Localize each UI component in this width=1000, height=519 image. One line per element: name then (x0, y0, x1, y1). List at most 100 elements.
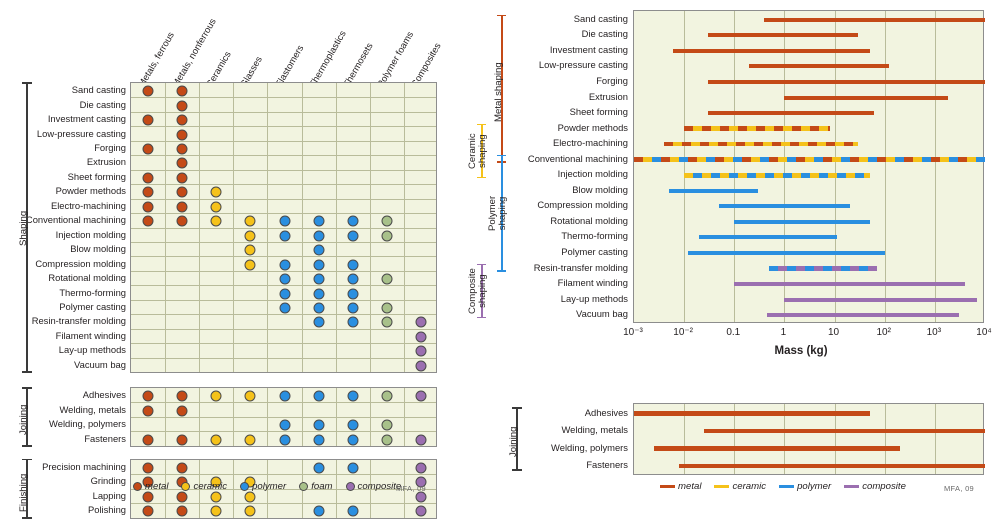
chart-bracket-label: Polymer shaping (487, 195, 508, 231)
matrix-row-label: Filament winding (55, 329, 126, 341)
matrix-row-label: Welding, metals (59, 403, 126, 415)
range-bar-metal-ceramic (664, 141, 859, 147)
grid-line-horizontal (131, 169, 436, 171)
matrix-row-label: Lapping (92, 489, 126, 501)
legend-label: ceramic (732, 481, 767, 492)
matrix-dot-ceramic (210, 215, 222, 227)
matrix-dot-polymer (313, 434, 325, 446)
bracket-cap-top (512, 407, 522, 409)
matrix-dot-polymer (347, 273, 359, 285)
bracket-cap-top (477, 263, 486, 266)
grid-line-horizontal (131, 357, 436, 359)
matrix-dot-polymer (347, 316, 359, 328)
matrix-dot-composite (415, 331, 427, 343)
bracket-stem (26, 387, 28, 447)
grid-line-horizontal (131, 227, 436, 229)
matrix-row-label: Sand casting (71, 84, 126, 96)
grid-line-horizontal (131, 126, 436, 128)
matrix-dot-metal (176, 491, 188, 503)
matrix-dot-composite (415, 434, 427, 446)
legend-label: polymer (252, 481, 287, 492)
legend-label: composite (357, 481, 402, 492)
range-bar-composite (734, 282, 966, 287)
matrix-dot-polymer (279, 273, 290, 285)
bracket-cap-top (497, 154, 506, 157)
grid-line-horizontal (131, 111, 436, 113)
range-bar-polymer (669, 188, 759, 193)
legend-swatch-metal-icon (660, 484, 675, 489)
bracket-stem (26, 458, 28, 519)
matrix-dot-metal (142, 505, 154, 517)
matrix-dot-metal (176, 201, 188, 213)
matrix-dot-metal (142, 85, 154, 97)
bracket-cap-bottom (22, 445, 32, 447)
matrix-row-label: Vacuum bag (74, 358, 126, 370)
matrix-dot-metal (142, 114, 154, 126)
grid-line-horizontal (131, 97, 436, 99)
legend-label: metal (678, 481, 702, 492)
matrix-row-label: Grinding (90, 475, 126, 487)
bracket-cap-top (22, 82, 32, 84)
grid-line-horizontal (131, 256, 436, 258)
matrix-dot-polymer (313, 215, 325, 227)
range-bar-composite (784, 297, 978, 302)
x-axis-tick-label: 10³ (926, 327, 942, 338)
chart-row-label: Filament winding (557, 277, 628, 289)
matrix-dot-ceramic (244, 259, 256, 271)
legend-item: metal (133, 481, 168, 492)
chart-row-label: Conventional machining (527, 152, 628, 164)
matrix-dot-composite (415, 345, 427, 357)
chart-row-label: Rotational molding (550, 214, 628, 226)
chart-row-label: Compression molding (537, 199, 628, 211)
matrix-dot-composite (415, 491, 427, 503)
chart-row-label: Powder methods (557, 121, 628, 133)
range-bar-polymer (734, 219, 870, 224)
legend-item: polymer (779, 481, 831, 492)
bracket-stem (516, 407, 518, 471)
matrix-dot-polymer (313, 244, 325, 256)
legend-swatch-polymer-icon (240, 482, 250, 491)
matrix-dot-polymer (279, 288, 290, 300)
matrix-dot-foam (381, 390, 393, 402)
chart-row-label: Welding, polymers (551, 441, 628, 453)
matrix-dot-metal (142, 390, 154, 402)
chart-row-label: Vacuum bag (576, 308, 628, 320)
legend-item: composite (345, 481, 402, 492)
matrix-dot-polymer (347, 215, 359, 227)
matrix-dot-foam (381, 419, 393, 431)
bracket-stem (26, 82, 28, 373)
matrix-dot-composite (415, 316, 427, 328)
legend-item: ceramic (181, 481, 227, 492)
matrix-dot-polymer (313, 390, 325, 402)
matrix-dot-ceramic (210, 390, 222, 402)
matrix-row-label: Welding, polymers (49, 418, 126, 430)
matrix-dot-metal (176, 186, 188, 198)
matrix-dot-metal (142, 143, 154, 155)
matrix-legend: metal ceramic polymer foam composite (133, 481, 410, 492)
legend-swatch-ceramic-icon (714, 484, 730, 489)
matrix-dot-metal (176, 390, 188, 402)
range-bar-ceramic-polymer (684, 173, 870, 178)
legend-label: composite (862, 481, 906, 492)
range-bar-polymer (699, 235, 837, 240)
matrix-dot-metal (142, 201, 154, 213)
matrix-dot-metal (142, 434, 154, 446)
matrix-row-label: Sheet forming (67, 170, 126, 182)
matrix-dot-ceramic (210, 505, 222, 517)
grid-line-horizontal (131, 431, 436, 433)
matrix-row-label: Resin-transfer molding (31, 315, 126, 327)
matrix-dot-ceramic (210, 201, 222, 213)
matrix-dot-polymer (347, 230, 359, 242)
chart-bracket-label: Ceramic shaping (467, 133, 488, 169)
matrix-grid-shaping (130, 82, 437, 373)
range-bar-metal (634, 411, 870, 416)
grid-line-vertical (934, 11, 936, 322)
group-label-joining: Joining (18, 404, 29, 436)
matrix-row-label: Conventional machining (25, 214, 126, 226)
legend-swatch-polymer-icon (779, 484, 795, 489)
grid-line-vertical (784, 404, 786, 474)
bracket-stem (481, 263, 483, 319)
matrix-row-label: Fasteners (84, 432, 126, 444)
bracket-cap-top (497, 14, 506, 17)
matrix-dot-composite (415, 390, 427, 402)
